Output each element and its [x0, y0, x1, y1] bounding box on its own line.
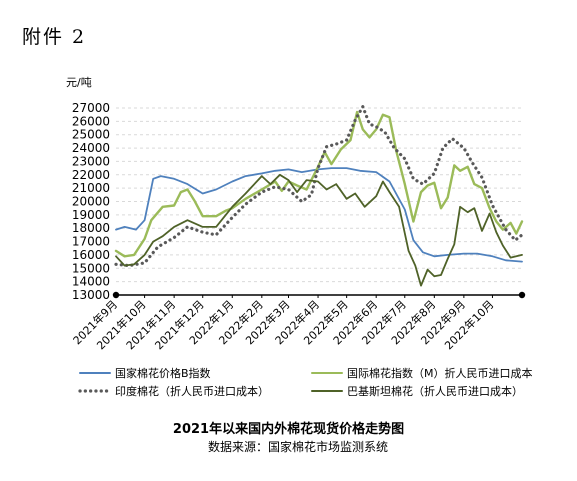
y-axis-unit: 元/吨: [66, 76, 92, 89]
y-tick-label: 20000: [72, 195, 110, 209]
x-axis-start-marker: [112, 291, 120, 299]
x-axis-end-marker: [518, 291, 526, 299]
series-line-3: [114, 105, 524, 268]
y-tick-label: 27000: [72, 101, 110, 115]
legend-label-3: 印度棉花（折人民币进口成本）: [115, 384, 269, 398]
y-tick-label: 25000: [72, 128, 110, 142]
y-tick-label: 17000: [72, 235, 110, 249]
y-tick-label: 21000: [72, 181, 110, 195]
legend-label-2: 国际棉花指数（M）折人民币进口成本: [347, 366, 533, 380]
legend-label-1: 国家棉花价格B指数: [115, 366, 211, 380]
y-tick-label: 24000: [72, 141, 110, 155]
y-tick-label: 26000: [72, 114, 110, 128]
series-line-2: [114, 110, 524, 258]
y-tick-label: 18000: [72, 221, 110, 235]
y-tick-label: 16000: [72, 248, 110, 262]
legend-label-4: 巴基斯坦棉花（折人民币进口成本）: [347, 384, 523, 398]
attachment-label: 附件 2: [22, 26, 87, 48]
chart-title: 2021年以来国内外棉花现货价格走势图: [172, 422, 405, 437]
y-tick-label: 15000: [72, 261, 110, 275]
series-line-1: [115, 167, 523, 263]
y-tick-label: 19000: [72, 208, 110, 222]
y-tick-label: 23000: [72, 154, 110, 168]
chart-source: 数据来源：国家棉花市场监测系统: [208, 440, 389, 454]
y-tick-label: 13000: [72, 288, 110, 302]
y-tick-label: 22000: [72, 168, 110, 182]
series-line-4: [115, 173, 523, 287]
y-tick-label: 14000: [72, 275, 110, 289]
